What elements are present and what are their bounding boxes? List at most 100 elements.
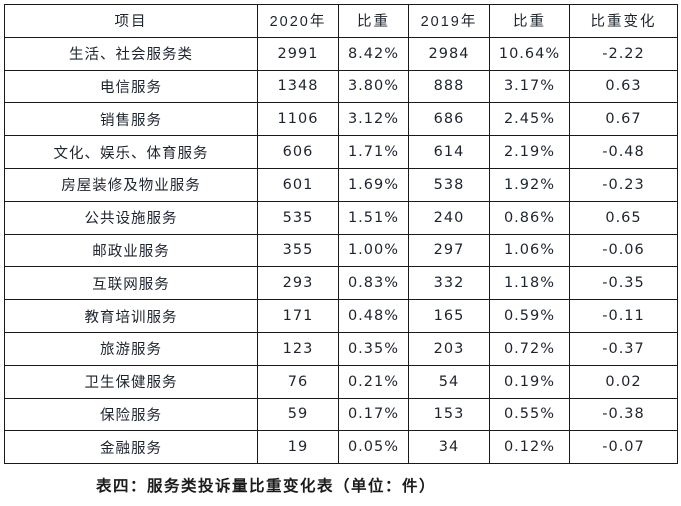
cell-count-2020: 171 <box>257 299 339 333</box>
cell-proportion-change: -2.22 <box>569 36 678 71</box>
cell-proportion-2020: 3.80% <box>338 69 409 104</box>
cell-proportion-2020: 1.51% <box>338 200 409 235</box>
cell-count-2019: 240 <box>408 200 490 235</box>
cell-proportion-change: -0.07 <box>569 430 678 465</box>
cell-count-2019: 54 <box>408 364 490 399</box>
cell-item-name: 教育培训服务 <box>4 299 258 333</box>
cell-proportion-change: -0.11 <box>569 299 678 333</box>
cell-proportion-2019: 0.72% <box>489 331 570 366</box>
cell-proportion-change: -0.06 <box>569 233 678 268</box>
table-header-row: 项目 2020年 比重 2019年 比重 比重变化 <box>4 4 678 38</box>
cell-count-2020: 59 <box>257 397 339 432</box>
table-row: 邮政业服务 355 1.00% 297 1.06% -0.06 <box>4 233 678 268</box>
cell-item-name: 旅游服务 <box>4 331 258 366</box>
cell-count-2020: 601 <box>257 167 339 202</box>
cell-proportion-change: 0.63 <box>569 69 678 104</box>
cell-proportion-2019: 3.17% <box>489 69 570 104</box>
column-header-proportion-change: 比重变化 <box>569 4 678 38</box>
cell-proportion-change: -0.48 <box>569 135 678 169</box>
cell-count-2020: 606 <box>257 135 339 169</box>
cell-proportion-change: 0.67 <box>569 102 678 137</box>
cell-proportion-2020: 1.69% <box>338 167 409 202</box>
cell-proportion-2019: 0.12% <box>489 430 570 465</box>
complaints-proportion-table: 项目 2020年 比重 2019年 比重 比重变化 生活、社会服务类 2991 … <box>4 4 678 465</box>
cell-count-2020: 1106 <box>257 102 339 137</box>
cell-count-2020: 293 <box>257 266 339 301</box>
cell-proportion-change: 0.02 <box>569 364 678 399</box>
cell-count-2020: 535 <box>257 200 339 235</box>
cell-item-name: 生活、社会服务类 <box>4 36 258 71</box>
table-row: 公共设施服务 535 1.51% 240 0.86% 0.65 <box>4 200 678 235</box>
column-header-proportion-2019: 比重 <box>489 4 570 38</box>
cell-count-2020: 76 <box>257 364 339 399</box>
cell-proportion-2019: 1.18% <box>489 266 570 301</box>
table-row: 保险服务 59 0.17% 153 0.55% -0.38 <box>4 397 678 432</box>
cell-proportion-change: -0.23 <box>569 167 678 202</box>
cell-count-2019: 614 <box>408 135 490 169</box>
cell-count-2020: 123 <box>257 331 339 366</box>
cell-item-name: 金融服务 <box>4 430 258 465</box>
cell-proportion-2020: 0.35% <box>338 331 409 366</box>
table-row: 教育培训服务 171 0.48% 165 0.59% -0.11 <box>4 299 678 333</box>
cell-item-name: 房屋装修及物业服务 <box>4 167 258 202</box>
column-header-2019: 2019年 <box>408 4 490 38</box>
cell-item-name: 卫生保健服务 <box>4 364 258 399</box>
cell-item-name: 保险服务 <box>4 397 258 432</box>
cell-proportion-2020: 8.42% <box>338 36 409 71</box>
cell-proportion-2020: 0.21% <box>338 364 409 399</box>
cell-proportion-2019: 0.19% <box>489 364 570 399</box>
cell-proportion-2019: 2.45% <box>489 102 570 137</box>
column-header-proportion-2020: 比重 <box>338 4 409 38</box>
table-row: 房屋装修及物业服务 601 1.69% 538 1.92% -0.23 <box>4 167 678 202</box>
cell-count-2019: 686 <box>408 102 490 137</box>
cell-count-2019: 34 <box>408 430 490 465</box>
cell-item-name: 电信服务 <box>4 69 258 104</box>
cell-count-2019: 538 <box>408 167 490 202</box>
table-header: 项目 2020年 比重 2019年 比重 比重变化 <box>4 4 678 38</box>
table-row: 金融服务 19 0.05% 34 0.12% -0.07 <box>4 430 678 465</box>
cell-item-name: 互联网服务 <box>4 266 258 301</box>
table-row: 电信服务 1348 3.80% 888 3.17% 0.63 <box>4 69 678 104</box>
cell-proportion-change: 0.65 <box>569 200 678 235</box>
cell-count-2020: 355 <box>257 233 339 268</box>
cell-count-2019: 297 <box>408 233 490 268</box>
cell-item-name: 公共设施服务 <box>4 200 258 235</box>
cell-proportion-2020: 0.17% <box>338 397 409 432</box>
cell-proportion-change: -0.37 <box>569 331 678 366</box>
cell-count-2019: 888 <box>408 69 490 104</box>
table-row: 互联网服务 293 0.83% 332 1.18% -0.35 <box>4 266 678 301</box>
cell-item-name: 邮政业服务 <box>4 233 258 268</box>
cell-count-2019: 2984 <box>408 36 490 71</box>
cell-proportion-2019: 1.92% <box>489 167 570 202</box>
cell-proportion-2020: 1.00% <box>338 233 409 268</box>
table-row: 卫生保健服务 76 0.21% 54 0.19% 0.02 <box>4 364 678 399</box>
cell-proportion-2019: 10.64% <box>489 36 570 71</box>
cell-proportion-2020: 1.71% <box>338 135 409 169</box>
cell-count-2019: 153 <box>408 397 490 432</box>
cell-proportion-2019: 0.59% <box>489 299 570 333</box>
cell-item-name: 文化、娱乐、体育服务 <box>4 135 258 169</box>
table-row: 文化、娱乐、体育服务 606 1.71% 614 2.19% -0.48 <box>4 135 678 169</box>
cell-proportion-2019: 1.06% <box>489 233 570 268</box>
cell-item-name: 销售服务 <box>4 102 258 137</box>
cell-proportion-change: -0.38 <box>569 397 678 432</box>
table-row: 旅游服务 123 0.35% 203 0.72% -0.37 <box>4 331 678 366</box>
column-header-2020: 2020年 <box>257 4 339 38</box>
cell-proportion-2019: 0.55% <box>489 397 570 432</box>
cell-proportion-change: -0.35 <box>569 266 678 301</box>
cell-proportion-2019: 0.86% <box>489 200 570 235</box>
cell-count-2020: 1348 <box>257 69 339 104</box>
cell-count-2019: 332 <box>408 266 490 301</box>
table-body: 生活、社会服务类 2991 8.42% 2984 10.64% -2.22 电信… <box>4 36 678 465</box>
table-caption: 表四：服务类投诉量比重变化表（单位：件） <box>96 478 437 495</box>
cell-count-2020: 2991 <box>257 36 339 71</box>
cell-count-2019: 203 <box>408 331 490 366</box>
table-row: 生活、社会服务类 2991 8.42% 2984 10.64% -2.22 <box>4 36 678 71</box>
cell-proportion-2020: 3.12% <box>338 102 409 137</box>
cell-proportion-2020: 0.05% <box>338 430 409 465</box>
cell-proportion-2020: 0.48% <box>338 299 409 333</box>
cell-proportion-2019: 2.19% <box>489 135 570 169</box>
cell-count-2020: 19 <box>257 430 339 465</box>
table-row: 销售服务 1106 3.12% 686 2.45% 0.67 <box>4 102 678 137</box>
